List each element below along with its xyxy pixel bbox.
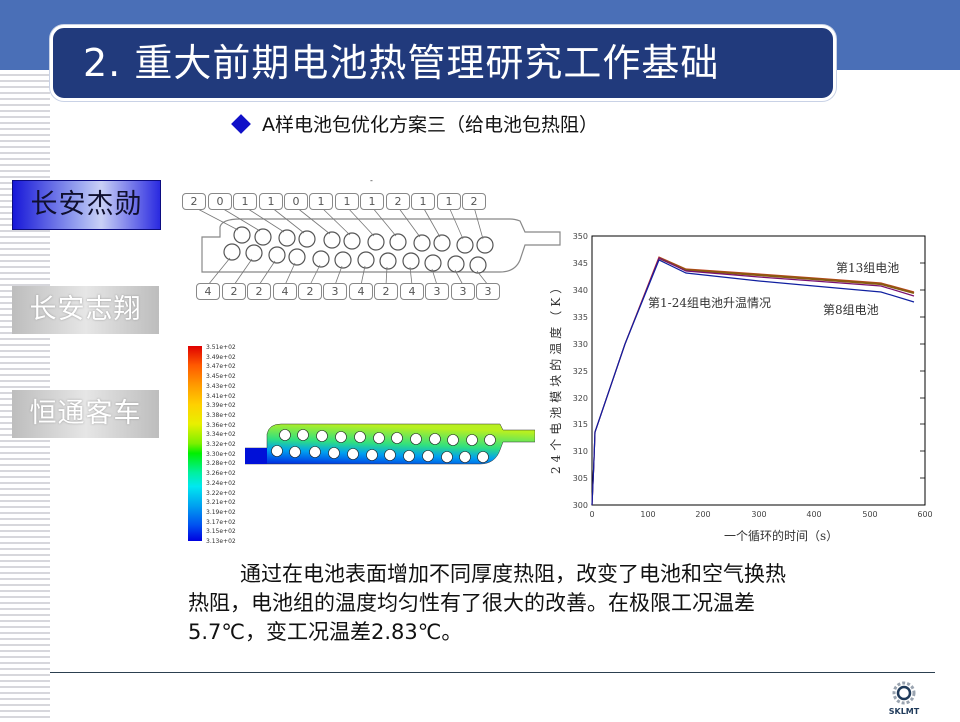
module-tag: 4: [273, 283, 297, 300]
module-tag: 3: [476, 283, 500, 300]
module-tag: 2: [182, 193, 206, 210]
module-tag: 0: [208, 193, 232, 210]
module-tag: 0: [284, 193, 308, 210]
logo-text: SKLMT: [889, 707, 920, 716]
annotation-group13: 第13组电池: [836, 261, 899, 275]
module-tag: 2: [374, 283, 398, 300]
svg-text:500: 500: [862, 510, 877, 519]
annotation-group8: 第8组电池: [823, 303, 879, 317]
svg-text:0: 0: [589, 510, 594, 519]
sidebar-item-label: 长安志翔: [29, 294, 142, 325]
svg-text:345: 345: [573, 259, 588, 268]
y-axis-label: 24个电池模块的温度（K）: [548, 278, 563, 474]
module-tag: 2: [247, 283, 271, 300]
subtitle: A样电池包优化方案三（给电池包热阻）: [231, 110, 598, 137]
subtitle-text: A样电池包优化方案三（给电池包热阻）: [262, 114, 598, 136]
sidebar-item-changan-jiexun[interactable]: 长安杰勋: [12, 180, 161, 230]
annotation-all-groups: 第1-24组电池升温情况: [648, 296, 771, 310]
color-scale-bar: [188, 346, 202, 541]
module-tag: 1: [360, 193, 384, 210]
footer-divider: [50, 672, 935, 673]
svg-text:100: 100: [640, 510, 655, 519]
svg-text:200: 200: [695, 510, 710, 519]
temperature-color-legend: 3.51e+02 3.49e+02 3.47e+02 3.45e+02 3.43e+0…: [188, 344, 258, 546]
svg-text:300: 300: [751, 510, 766, 519]
svg-text:400: 400: [806, 510, 821, 519]
module-tag: 1: [309, 193, 333, 210]
module-tag: 1: [233, 193, 257, 210]
module-tag: 3: [451, 283, 475, 300]
module-tag: 2: [462, 193, 486, 210]
module-tag: 2: [298, 283, 322, 300]
svg-text:325: 325: [573, 367, 588, 376]
module-tag: 4: [196, 283, 220, 300]
sidebar-item-hengtong-bus[interactable]: 恒通客车: [12, 390, 159, 438]
module-tag: 3: [425, 283, 449, 300]
svg-text:600: 600: [917, 510, 932, 519]
module-tag: 1: [259, 193, 283, 210]
module-tag: 2: [386, 193, 410, 210]
conclusion-paragraph: 通过在电池表面增加不同厚度热阻，改变了电池和空气换热 热阻，电池组的温度均匀性有…: [188, 560, 948, 647]
legend-labels: 3.51e+02 3.49e+02 3.47e+02 3.45e+02 3.43e+0…: [206, 344, 236, 546]
conclusion-line-2: 热阻，电池组的温度均匀性有了很大的改善。在极限工况温差: [188, 591, 755, 615]
x-axis-label: 一个循环的时间（s）: [724, 528, 838, 543]
svg-text:350: 350: [573, 232, 588, 241]
sklmt-logo: SKLMT: [884, 678, 924, 718]
svg-text:300: 300: [573, 501, 588, 510]
module-tag: 3: [323, 283, 347, 300]
module-tag: 1: [411, 193, 435, 210]
svg-text:310: 310: [573, 447, 588, 456]
svg-text:335: 335: [573, 313, 588, 322]
svg-text:320: 320: [573, 394, 588, 403]
battery-pack-layout-diagram: - 2 0 1 1 0 1 1 1 2 1 1 2 4 2 2 4 2 3 4 …: [180, 175, 565, 300]
temperature-line-chart: 300 305 310 315 320 325 330 335 340 345 350 0 10…: [544, 226, 939, 551]
svg-text:340: 340: [573, 286, 588, 295]
sidebar-item-label: 长安杰勋: [30, 189, 143, 220]
page-title: 2. 重大前期电池热管理研究工作基础: [83, 41, 720, 85]
module-tag: 1: [437, 193, 461, 210]
conclusion-line-3: 5.7℃，变工况温差2.83℃。: [188, 620, 463, 644]
module-tag: 2: [222, 283, 246, 300]
temperature-contour-plot: [244, 420, 536, 470]
sidebar-item-changan-zhixiang[interactable]: 长安志翔: [12, 286, 159, 334]
gear-logo-icon: SKLMT: [889, 681, 920, 716]
svg-text:330: 330: [573, 340, 588, 349]
module-tag: 4: [400, 283, 424, 300]
sidebar-item-label: 恒通客车: [29, 398, 142, 429]
module-tag: 4: [349, 283, 373, 300]
title-banner: 2. 重大前期电池热管理研究工作基础: [50, 25, 836, 101]
svg-text:315: 315: [573, 420, 588, 429]
pack-outline-graphic: -: [193, 176, 561, 286]
svg-text:305: 305: [573, 474, 588, 483]
diamond-bullet-icon: [231, 113, 251, 134]
conclusion-line-1: 通过在电池表面增加不同厚度热阻，改变了电池和空气换热: [240, 562, 786, 586]
svg-text:-: -: [370, 176, 373, 185]
module-tag: 1: [335, 193, 359, 210]
